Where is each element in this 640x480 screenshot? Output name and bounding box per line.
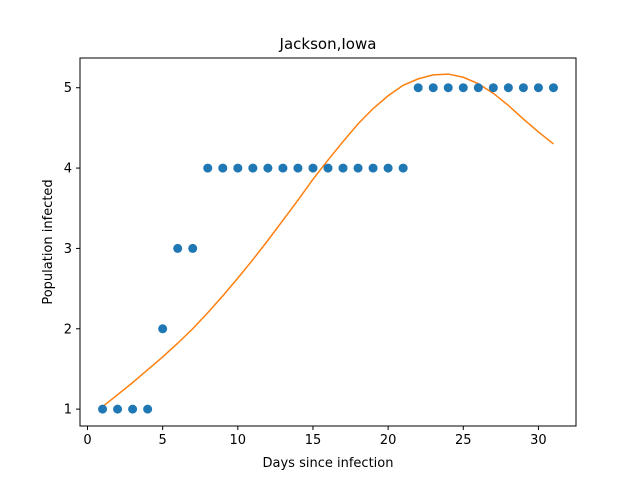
data-point <box>248 163 258 173</box>
data-point <box>143 404 153 414</box>
x-tick-label: 30 <box>530 433 547 448</box>
data-point <box>458 83 468 93</box>
data-point <box>173 243 183 253</box>
data-point <box>488 83 498 93</box>
data-point <box>278 163 288 173</box>
data-point <box>473 83 483 93</box>
data-point <box>548 83 558 93</box>
data-point <box>158 324 168 334</box>
x-tick-label: 25 <box>455 433 472 448</box>
data-point <box>233 163 243 173</box>
data-point <box>323 163 333 173</box>
data-point <box>368 163 378 173</box>
y-tick-label: 4 <box>64 162 72 177</box>
data-point <box>293 163 303 173</box>
data-point <box>443 83 453 93</box>
y-axis-label: Population infected <box>41 179 56 304</box>
x-tick-label: 5 <box>159 433 167 448</box>
x-axis-label: Days since infection <box>263 456 394 471</box>
x-tick-label: 15 <box>305 433 322 448</box>
y-axis: 1 2 3 4 5 <box>64 81 80 418</box>
data-point <box>518 83 528 93</box>
y-tick-label: 3 <box>64 242 72 257</box>
plot-area <box>79 57 577 427</box>
data-point <box>203 163 213 173</box>
data-point <box>98 404 108 414</box>
data-point <box>263 163 273 173</box>
data-point <box>353 163 363 173</box>
data-point <box>128 404 138 414</box>
data-point <box>308 163 318 173</box>
data-point <box>503 83 513 93</box>
data-point <box>113 404 123 414</box>
data-point <box>338 163 348 173</box>
series-layer <box>98 73 558 414</box>
y-tick-label: 5 <box>64 81 72 96</box>
x-tick-label: 20 <box>380 433 397 448</box>
data-point <box>383 163 393 173</box>
data-point <box>428 83 438 93</box>
data-point <box>533 83 543 93</box>
x-tick-label: 0 <box>83 433 91 448</box>
data-point <box>188 243 198 253</box>
data-point <box>413 83 423 93</box>
x-axis: 0 5 10 15 20 25 30 <box>83 426 547 448</box>
data-point <box>398 163 408 173</box>
y-tick-label: 2 <box>64 322 72 337</box>
x-tick-label: 10 <box>230 433 247 448</box>
chart-title: Jackson,Iowa <box>279 35 377 53</box>
y-tick-label: 1 <box>64 403 72 418</box>
data-point <box>218 163 228 173</box>
